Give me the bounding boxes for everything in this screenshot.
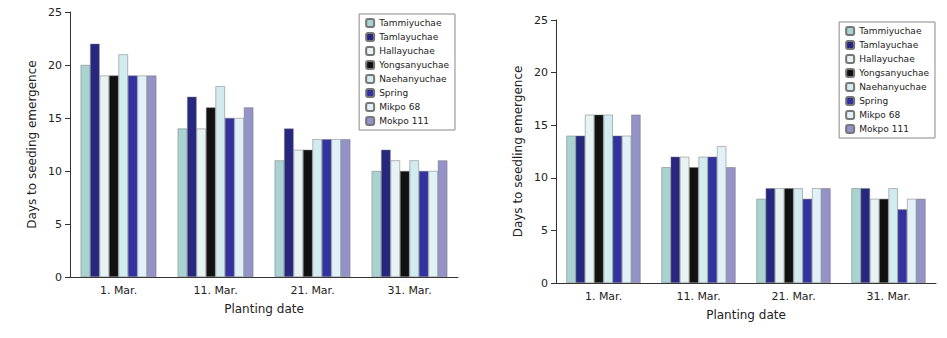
svg-text:Yongsanyuchae: Yongsanyuchae [378,60,449,70]
svg-text:31. Mar.: 31. Mar. [866,290,910,303]
svg-text:Days to seeding emergence: Days to seeding emergence [25,60,39,228]
svg-text:Tammiyuchae: Tammiyuchae [378,18,442,28]
svg-text:1. Mar.: 1. Mar. [585,290,622,303]
svg-text:0: 0 [55,271,62,284]
svg-text:Mikpo 68: Mikpo 68 [379,102,420,112]
svg-text:0: 0 [541,277,548,290]
svg-text:21. Mar.: 21. Mar. [290,284,334,297]
svg-text:Mokpo 111: Mokpo 111 [859,124,909,134]
svg-text:Mikpo 68: Mikpo 68 [859,110,900,120]
svg-text:15: 15 [48,112,62,125]
svg-text:20: 20 [48,59,62,72]
svg-text:Tamlayuchae: Tamlayuchae [378,32,439,42]
svg-text:Tamlayuchae: Tamlayuchae [858,40,919,50]
svg-text:Spring: Spring [859,96,888,106]
svg-text:Naehanyuchae: Naehanyuchae [859,82,927,92]
svg-text:Planting date: Planting date [706,308,786,322]
svg-text:1. Mar.: 1. Mar. [100,284,137,297]
svg-text:11. Mar.: 11. Mar. [193,284,237,297]
svg-text:31. Mar.: 31. Mar. [387,284,431,297]
svg-text:10: 10 [48,165,62,178]
svg-text:Naehanyuchae: Naehanyuchae [379,74,447,84]
svg-text:Hallayuchae: Hallayuchae [379,46,435,56]
svg-text:Days to seedling emergence: Days to seedling emergence [511,66,525,238]
svg-text:25: 25 [534,14,548,27]
svg-text:20: 20 [534,66,548,79]
svg-text:Tammiyuchae: Tammiyuchae [858,26,922,36]
svg-text:Mokpo 111: Mokpo 111 [379,116,429,126]
svg-text:10: 10 [534,171,548,184]
svg-text:5: 5 [55,218,62,231]
svg-text:Planting date: Planting date [224,302,304,316]
svg-text:Hallayuchae: Hallayuchae [859,54,915,64]
svg-text:21. Mar.: 21. Mar. [771,290,815,303]
svg-text:5: 5 [541,224,548,237]
svg-text:Yongsanyuchae: Yongsanyuchae [858,68,929,78]
svg-text:25: 25 [48,6,62,19]
svg-text:15: 15 [534,119,548,132]
svg-text:Spring: Spring [379,88,408,98]
svg-text:11. Mar.: 11. Mar. [676,290,720,303]
